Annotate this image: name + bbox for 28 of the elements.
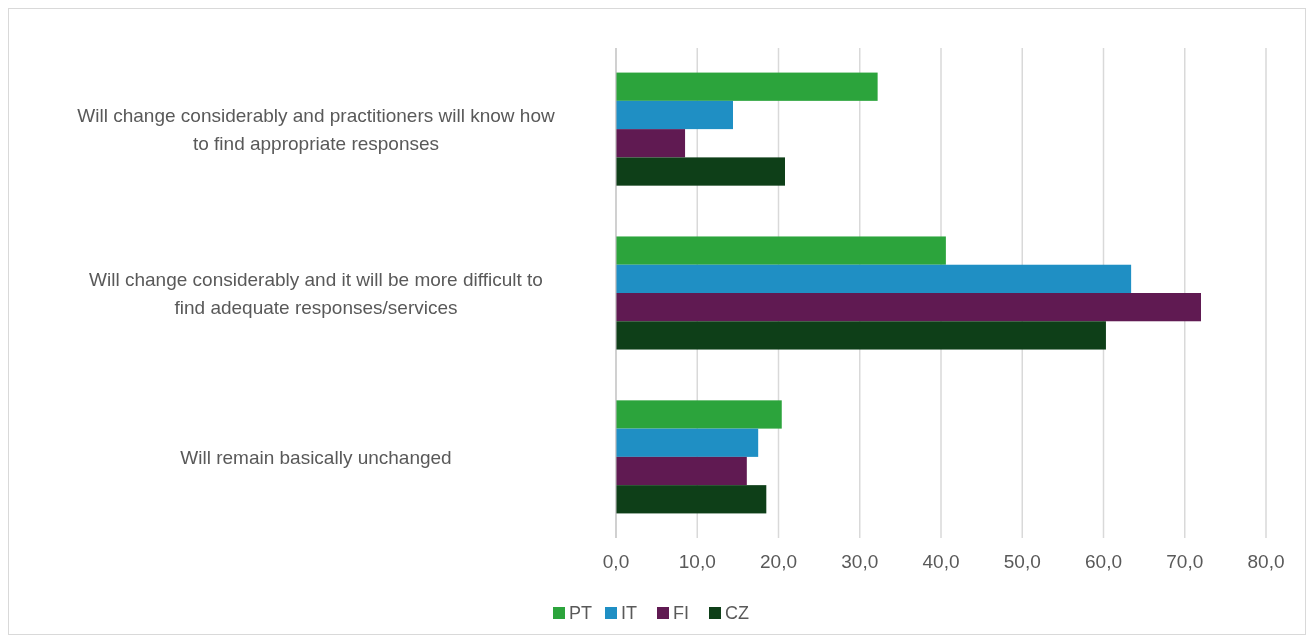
bar [616, 129, 686, 158]
y-tick-label: Will remain basically unchanged [180, 446, 452, 468]
bar [616, 456, 747, 486]
bar [616, 72, 878, 101]
x-tick-label: 50,0 [1003, 551, 1041, 572]
bar [616, 400, 782, 429]
legend-label: PT [569, 603, 593, 623]
x-tick-label: 40,0 [922, 551, 960, 572]
x-tick-label: 60,0 [1085, 551, 1122, 572]
bar [616, 100, 733, 130]
bar [616, 236, 946, 265]
x-tick-label: 20,0 [760, 551, 797, 572]
bar [616, 293, 1201, 322]
x-tick-label: 0,0 [602, 551, 630, 572]
x-tick-label: 30,0 [841, 551, 879, 572]
x-tick-label: 70,0 [1166, 551, 1204, 572]
bar [616, 428, 759, 457]
bar [616, 264, 1132, 293]
legend-label: FI [673, 603, 689, 623]
y-tick-label: Will change considerably and it will be more difficult to find adequate responses/services [89, 269, 543, 318]
x-tick-label: 10,0 [678, 551, 716, 572]
bar [616, 321, 1106, 350]
x-tick-label: 80,0 [1247, 551, 1285, 572]
legend-label: CZ [725, 603, 749, 623]
legend-label: IT [621, 603, 637, 623]
bar [616, 157, 785, 186]
y-tick-label: Will change considerably and practitioners will know how to find appropriate responses [77, 105, 555, 155]
bar [616, 485, 767, 514]
